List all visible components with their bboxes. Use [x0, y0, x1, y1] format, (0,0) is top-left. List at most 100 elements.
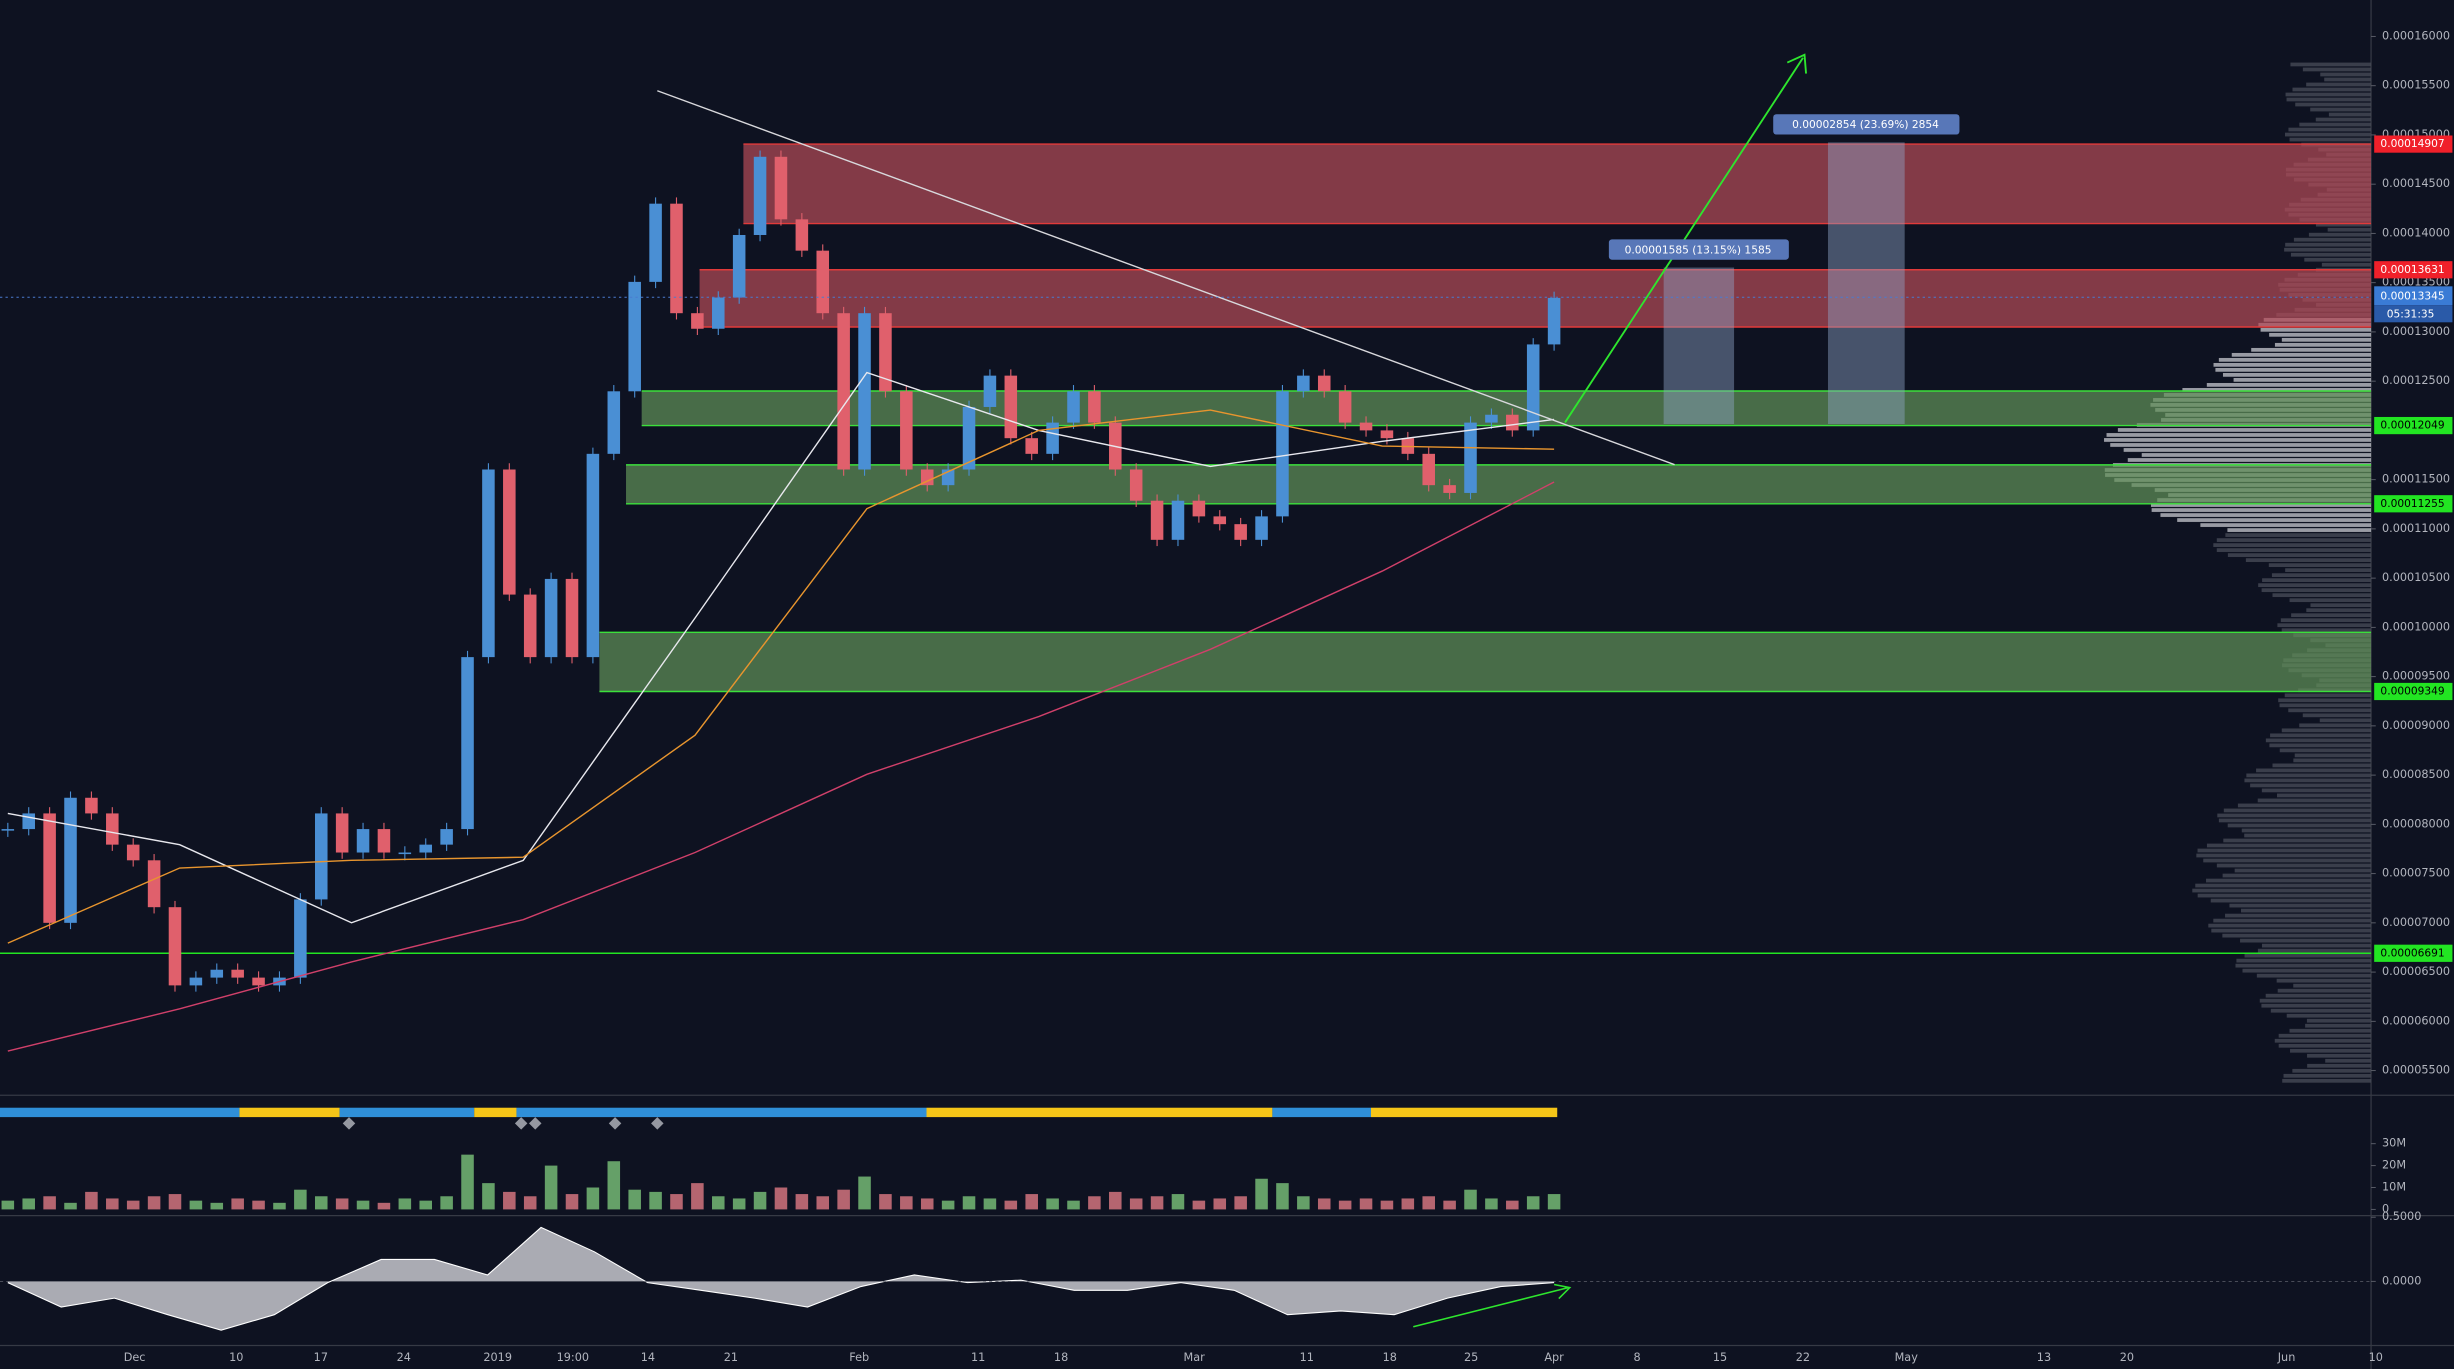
- x-tick-label: 10: [2369, 1351, 2383, 1364]
- volume-profile-bar: [2281, 337, 2372, 342]
- volume-profile-bar: [2288, 708, 2372, 713]
- strip: [239, 1107, 340, 1118]
- volume-profile-bar: [2290, 252, 2372, 257]
- volume-bar: [1485, 1198, 1498, 1210]
- volume-bar: [1234, 1196, 1247, 1210]
- volume-profile-bar: [2177, 518, 2372, 522]
- volume-profile-bar: [2310, 107, 2372, 112]
- volume-bar: [1338, 1200, 1352, 1210]
- annotations: [0, 53, 2372, 1328]
- x-tick-label: 19:00: [557, 1351, 589, 1364]
- x-tick-label: 20: [2120, 1351, 2134, 1364]
- x-tick-label: 13: [2037, 1351, 2051, 1364]
- candle-body: [565, 578, 579, 658]
- volume-profile-bar: [2233, 378, 2372, 382]
- volume-bar: [983, 1198, 997, 1210]
- volume-profile-bar: [2270, 733, 2372, 738]
- candle-body: [544, 578, 558, 658]
- volume-profile-bar: [2268, 563, 2372, 568]
- volume-profile-bar: [2236, 958, 2372, 963]
- volume-profile-bar: [2261, 588, 2372, 593]
- volume-profile-bar: [2325, 1058, 2372, 1063]
- candle-body: [294, 899, 307, 978]
- y-tick-label: 0.00006500: [2382, 965, 2450, 978]
- strip: [926, 1107, 1273, 1118]
- candle-body: [983, 375, 997, 407]
- volume-bar: [1067, 1200, 1080, 1210]
- volume-bar: [816, 1196, 830, 1210]
- volume-bar: [1046, 1198, 1059, 1210]
- candle-body: [168, 907, 182, 986]
- volume-profile-bar: [2231, 352, 2372, 357]
- candle-body: [1192, 500, 1206, 517]
- level-label: 0.00006691: [2380, 946, 2444, 959]
- volume-profile-bar: [2284, 132, 2372, 137]
- volume-profile-bar: [2244, 778, 2372, 783]
- volume-profile-bar: [2302, 67, 2372, 72]
- level-label-bg: [2374, 682, 2453, 701]
- y-tick-label: 0.00014000: [2382, 226, 2450, 239]
- x-tick-label: 2019: [483, 1351, 512, 1364]
- volume-profile-bar: [2222, 933, 2372, 938]
- volume-profile-bar: [2278, 698, 2372, 703]
- volume-bar: [356, 1200, 370, 1210]
- volume-profile-bar: [2192, 888, 2372, 893]
- candle-body: [482, 469, 495, 658]
- volume-profile-bar: [2206, 383, 2372, 387]
- x-tick-label: 21: [724, 1351, 738, 1364]
- volume-bar: [1088, 1196, 1101, 1210]
- measure-boxes: [1663, 142, 1905, 424]
- candle-body: [461, 657, 474, 830]
- volume-profile-bar: [2306, 1018, 2372, 1023]
- volume-bar: [858, 1176, 871, 1210]
- volume-bar: [1171, 1194, 1185, 1210]
- volume-profile-bar: [2240, 938, 2372, 943]
- volume-profile-bar: [2261, 943, 2372, 948]
- volume-profile-bar: [2206, 878, 2372, 883]
- candle-body: [858, 313, 871, 470]
- volume-bar: [712, 1196, 725, 1210]
- labels: 0.00001585 (13.15%) 1585 0.00002854 (23.…: [124, 29, 2453, 1364]
- volume-profile-bar: [2160, 513, 2372, 517]
- volume-profile-bar: [2218, 357, 2372, 362]
- volume-profile-bar: [2229, 903, 2372, 908]
- x-tick-label: Dec: [124, 1351, 146, 1364]
- volume-profile-bar: [2305, 1023, 2372, 1028]
- zones: [0, 143, 2372, 955]
- volume-profile-bar: [2227, 528, 2372, 532]
- volume-profile-bar: [2206, 843, 2372, 848]
- y-tick-label: 0.00011000: [2382, 522, 2450, 535]
- volume-profile-bar: [2289, 1028, 2372, 1033]
- volume-profile-bar: [2270, 1008, 2372, 1013]
- volume-bar: [774, 1187, 788, 1210]
- volume-bar: [106, 1198, 119, 1210]
- y-tick-label: 10M: [2382, 1181, 2406, 1194]
- candle-body: [1046, 422, 1059, 454]
- volume-profile-bar: [2234, 868, 2372, 873]
- volume-profile-bar: [2195, 883, 2372, 888]
- volume-profile-bar: [2213, 362, 2372, 367]
- volume-bar: [482, 1183, 495, 1210]
- volume-bar: [1297, 1196, 1310, 1210]
- volume-bar: [879, 1194, 892, 1210]
- volume-bar: [544, 1165, 558, 1210]
- volume-profile-bar: [2222, 372, 2372, 377]
- volume-profile-bar: [2284, 693, 2372, 698]
- candle-body: [210, 969, 224, 978]
- volume-profile-bar: [2197, 893, 2372, 898]
- candle-body: [1464, 422, 1477, 493]
- volume-profile-bar: [2196, 853, 2372, 858]
- candle-body: [314, 813, 328, 900]
- y-tick-label: 0: [2382, 1202, 2389, 1215]
- volume-profile-bar: [2261, 788, 2372, 793]
- volume-profile-bar: [2291, 613, 2372, 618]
- volume-profile-bar: [2274, 342, 2372, 347]
- y-tick-label: 0.00006000: [2382, 1014, 2450, 1027]
- volume-bar: [1359, 1198, 1373, 1210]
- volume-profile-bar: [2203, 858, 2372, 863]
- candle-body: [1317, 375, 1331, 392]
- volume-profile-bar: [2246, 773, 2372, 778]
- volume-profile-bar: [2285, 242, 2372, 247]
- volume-bar: [377, 1202, 391, 1210]
- x-tick-label: Apr: [1544, 1351, 1564, 1364]
